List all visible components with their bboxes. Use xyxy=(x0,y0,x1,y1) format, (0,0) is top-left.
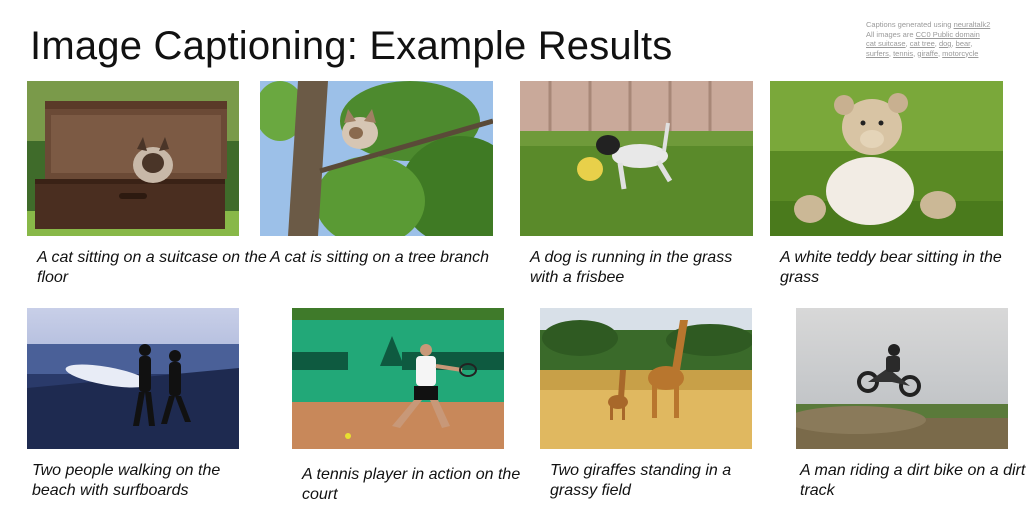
caption-5: Two people walking on the beach with sur… xyxy=(32,462,221,499)
credit-line1-prefix: Captions generated using xyxy=(866,20,954,29)
slide-title: Image Captioning: Example Results xyxy=(30,24,673,68)
cat-suitcase-photo xyxy=(27,81,239,236)
teddy-bear-photo xyxy=(770,81,1003,236)
dirt-bike-photo xyxy=(796,308,1008,449)
caption-2: A cat is sitting on a tree branch xyxy=(270,249,490,266)
credit-link-giraffe[interactable]: giraffe xyxy=(917,48,938,58)
giraffes-field-photo xyxy=(540,308,752,449)
credit-link-surfers[interactable]: surfers xyxy=(866,48,889,58)
caption-8: A man riding a dirt bike on a dirt track xyxy=(800,462,1026,499)
credit-link-cat-suitcase[interactable]: cat suitcase xyxy=(866,39,906,48)
credit-line2-prefix: All images are xyxy=(866,29,916,39)
neuraltalk2-link[interactable]: neuraltalk2 xyxy=(953,20,991,29)
cc0-link[interactable]: CC0 Public domain xyxy=(915,29,980,39)
credit-link-dog[interactable]: dog xyxy=(938,39,952,48)
credit-link-cat-tree[interactable]: cat tree xyxy=(909,39,935,48)
dog-frisbee-photo xyxy=(520,81,753,236)
caption-3: A dog is running in the grass with a fri… xyxy=(530,249,733,286)
cat-tree-photo xyxy=(260,81,493,236)
credit-note: Captions generated using neuraltalk2 All… xyxy=(866,20,991,58)
caption-7: Two giraffes standing in a grassy field xyxy=(550,462,732,499)
credit-link-motorcycle[interactable]: motorcycle xyxy=(942,48,979,58)
tennis-player-photo xyxy=(292,308,504,449)
caption-6: A tennis player in action on the court xyxy=(302,466,521,503)
credit-link-tennis[interactable]: tennis xyxy=(893,48,914,58)
caption-4: A white teddy bear sitting in the grass xyxy=(780,249,1002,286)
credit-link-bear[interactable]: bear xyxy=(955,39,971,48)
surfers-beach-photo xyxy=(27,308,239,449)
caption-1: A cat sitting on a suitcase on the floor xyxy=(37,249,267,286)
